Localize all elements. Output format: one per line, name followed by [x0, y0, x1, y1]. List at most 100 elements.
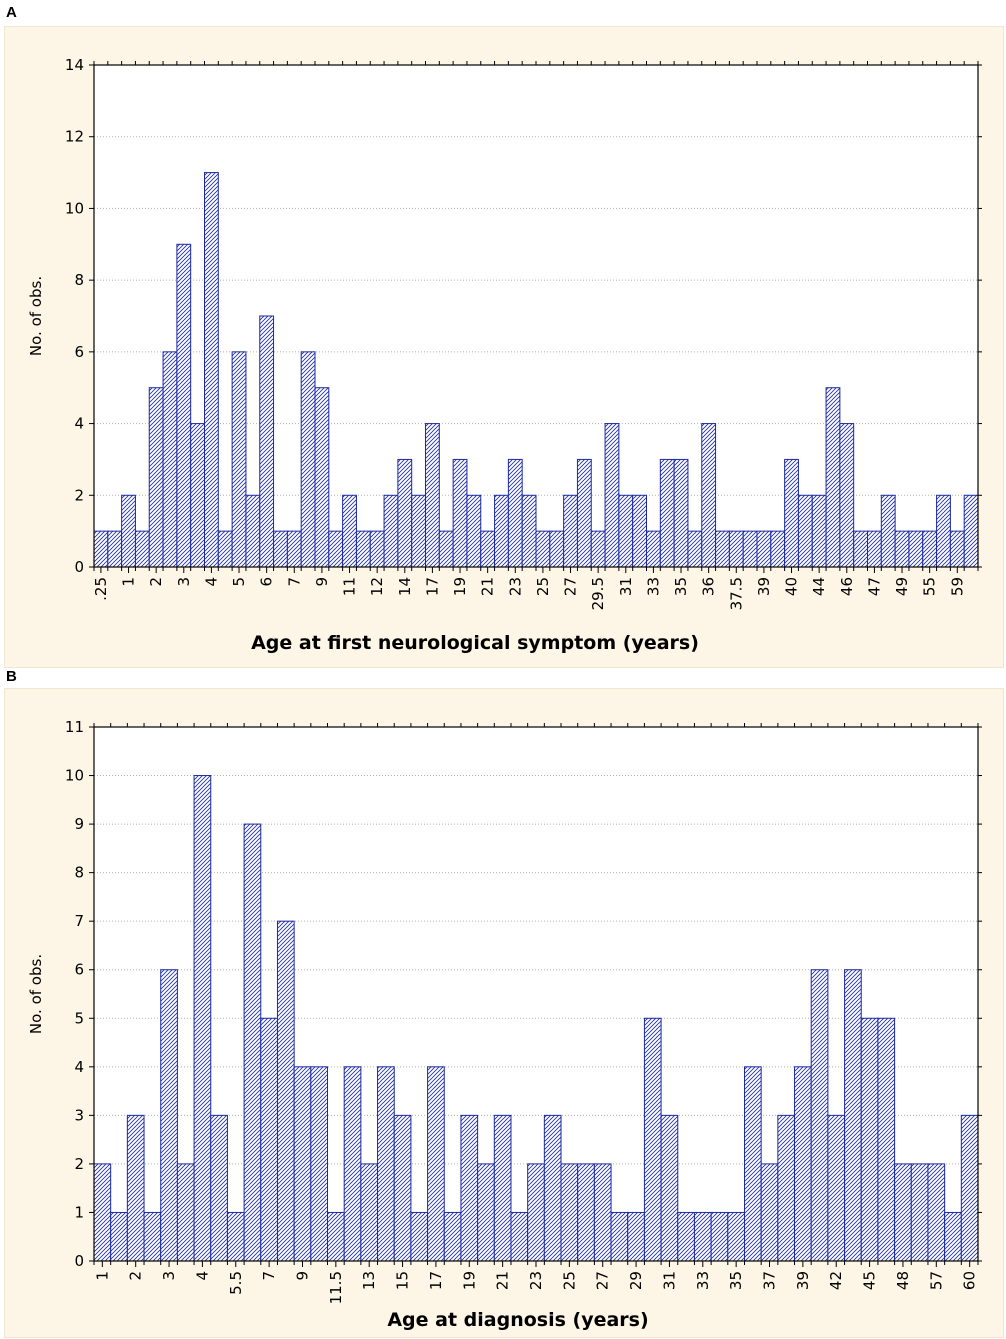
y-tick-label: 6 [74, 961, 84, 979]
y-tick-label: 10 [65, 199, 84, 217]
bar [521, 494, 537, 568]
x-tick-label: 36 [700, 577, 718, 596]
y-tick-label: 8 [74, 864, 84, 882]
bar [245, 494, 261, 568]
x-tick-label: 31 [660, 1271, 678, 1290]
bar [549, 530, 565, 568]
bar [226, 1211, 245, 1262]
bar [860, 1017, 879, 1262]
x-tick-label: 47 [865, 577, 883, 596]
x-tick-label: 9 [313, 577, 331, 587]
y-axis-title: No. of obs. [27, 276, 45, 356]
bar [452, 458, 468, 568]
bar [576, 458, 592, 568]
bar [693, 1211, 712, 1262]
y-tick-label: 11 [65, 718, 84, 736]
bar [327, 1211, 345, 1262]
bar [910, 1163, 929, 1262]
bar [659, 458, 675, 568]
bar [190, 423, 205, 568]
x-tick-label: 11 [341, 577, 359, 596]
bar [960, 1114, 979, 1262]
panel-a-letter: A [6, 4, 17, 21]
bar [577, 1163, 595, 1262]
bar [259, 315, 275, 568]
x-tick-label: 5.5 [227, 1271, 245, 1295]
bar [535, 530, 551, 568]
bar [176, 1163, 195, 1262]
bar [963, 494, 979, 568]
bar [121, 494, 136, 568]
bar [527, 1163, 545, 1262]
x-tick-label: 27 [562, 577, 580, 596]
bar [853, 530, 868, 568]
x-tick-label: 23 [506, 577, 524, 596]
x-tick-label: 59 [948, 577, 966, 596]
y-tick-label: 0 [74, 1252, 84, 1270]
bar [343, 1066, 362, 1262]
x-tick-label: 35 [672, 577, 690, 596]
bar [673, 458, 689, 568]
y-tick-label: 4 [74, 415, 84, 433]
bar [107, 530, 123, 568]
x-tick-label: 17 [423, 577, 441, 596]
bar [811, 494, 827, 568]
x-tick-label: 35 [727, 1271, 745, 1290]
x-tick-label: 29.5 [589, 577, 607, 610]
bar [355, 530, 371, 568]
x-tick-label: 40 [783, 577, 801, 596]
x-tick-label: 4 [202, 577, 220, 587]
bar [93, 530, 109, 568]
bar [908, 530, 924, 568]
y-tick-label: 2 [74, 486, 84, 504]
bar [825, 387, 841, 568]
x-tick-label: 3 [160, 1271, 178, 1281]
bar [660, 1114, 679, 1262]
x-tick-label: 19 [460, 1271, 478, 1290]
bar [784, 458, 799, 568]
bar [273, 530, 288, 568]
x-tick-label: 57 [927, 1271, 945, 1290]
bar [839, 423, 855, 568]
bar [480, 530, 496, 568]
bar [286, 530, 302, 568]
x-tick-label: 49 [893, 577, 911, 596]
x-tick-label: 48 [894, 1271, 912, 1290]
x-tick-label: 2 [127, 1271, 145, 1281]
bar [543, 1114, 562, 1262]
bar [342, 494, 357, 568]
x-tick-label: 13 [360, 1271, 378, 1290]
x-tick-label: 37.5 [727, 577, 745, 610]
y-tick-label: 6 [74, 343, 84, 361]
bar [944, 1211, 962, 1262]
bar [593, 1163, 612, 1262]
bar [93, 1163, 112, 1262]
bar [148, 387, 164, 568]
bar [397, 458, 413, 568]
x-tick-label: 6 [258, 577, 276, 587]
x-tick-label: 2 [147, 577, 165, 587]
bar [687, 530, 703, 568]
x-tick-label: 39 [794, 1271, 812, 1290]
bar [590, 530, 606, 568]
bar [880, 494, 896, 568]
bar [949, 530, 965, 568]
x-tick-label: 60 [961, 1271, 979, 1290]
bar [507, 458, 523, 568]
y-tick-label: 1 [74, 1203, 84, 1221]
x-tick-label: 21 [479, 577, 497, 596]
bar [510, 1211, 529, 1262]
bar [314, 387, 330, 568]
bar [427, 1066, 445, 1262]
y-tick-label: 3 [74, 1106, 84, 1124]
bar [604, 423, 620, 568]
bar [300, 351, 316, 568]
bar [770, 530, 786, 568]
bar [231, 351, 247, 568]
bar [777, 1114, 796, 1262]
bar [411, 494, 426, 568]
bar [276, 920, 295, 1262]
y-tick-label: 5 [74, 1009, 84, 1027]
x-tick-label: 4 [193, 1271, 211, 1281]
